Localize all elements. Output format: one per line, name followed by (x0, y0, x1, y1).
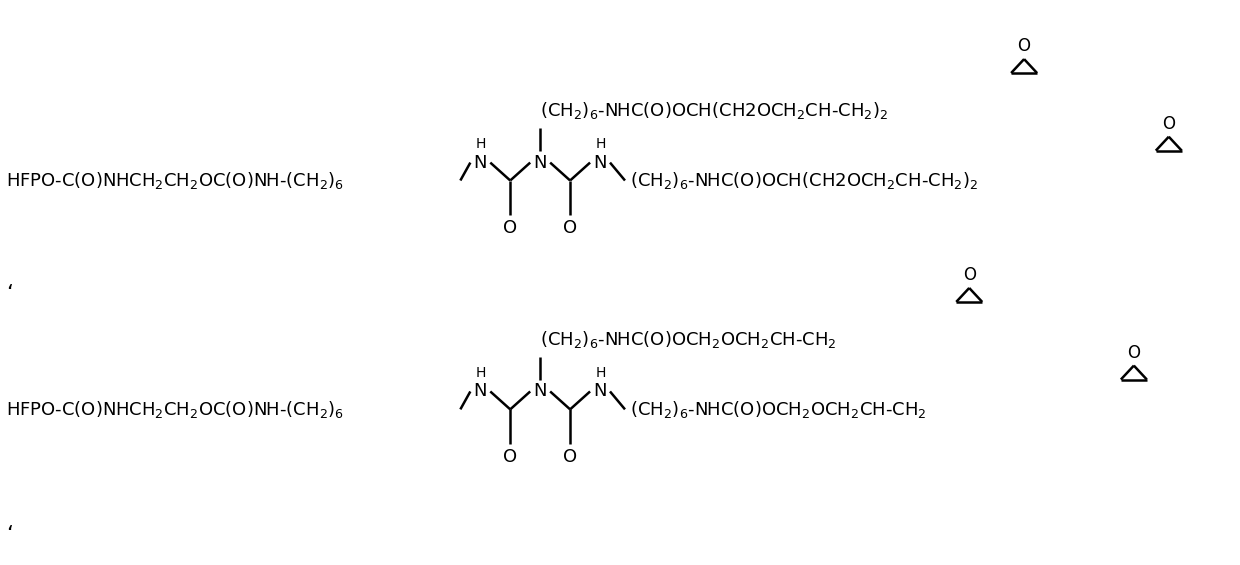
Text: (CH$_2$)$_6$-NHC(O)OCH$_2$OCH$_2$CH-CH$_2$: (CH$_2$)$_6$-NHC(O)OCH$_2$OCH$_2$CH-CH$_… (541, 329, 837, 350)
Text: O: O (1127, 344, 1141, 362)
Text: HFPO-C(O)NHCH$_2$CH$_2$OC(O)NH-(CH$_2$)$_6$: HFPO-C(O)NHCH$_2$CH$_2$OC(O)NH-(CH$_2$)$… (6, 399, 345, 420)
Text: O: O (962, 266, 976, 284)
Text: N: N (533, 383, 547, 401)
Text: O: O (563, 219, 577, 237)
Text: H: H (596, 137, 606, 151)
Text: O: O (1018, 37, 1030, 55)
Text: (CH$_2$)$_6$-NHC(O)OCH(CH2OCH$_2$CH-CH$_2$)$_2$: (CH$_2$)$_6$-NHC(O)OCH(CH2OCH$_2$CH-CH$_… (541, 100, 889, 121)
Text: HFPO-C(O)NHCH$_2$CH$_2$OC(O)NH-(CH$_2$)$_6$: HFPO-C(O)NHCH$_2$CH$_2$OC(O)NH-(CH$_2$)$… (6, 170, 345, 191)
Text: N: N (593, 154, 606, 172)
Text: N: N (533, 154, 547, 172)
Text: H: H (476, 137, 486, 151)
Text: O: O (1162, 115, 1176, 133)
Text: N: N (593, 383, 606, 401)
Text: O: O (503, 448, 517, 466)
Text: H: H (476, 366, 486, 380)
Text: (CH$_2$)$_6$-NHC(O)OCH$_2$OCH$_2$CH-CH$_2$: (CH$_2$)$_6$-NHC(O)OCH$_2$OCH$_2$CH-CH$_… (630, 399, 926, 420)
Text: (CH$_2$)$_6$-NHC(O)OCH(CH2OCH$_2$CH-CH$_2$)$_2$: (CH$_2$)$_6$-NHC(O)OCH(CH2OCH$_2$CH-CH$_… (630, 170, 978, 191)
Text: ʻ: ʻ (6, 283, 14, 303)
Text: H: H (596, 366, 606, 380)
Text: ʻ: ʻ (6, 524, 14, 544)
Text: N: N (474, 383, 487, 401)
Text: O: O (563, 448, 577, 466)
Text: N: N (474, 154, 487, 172)
Text: O: O (503, 219, 517, 237)
